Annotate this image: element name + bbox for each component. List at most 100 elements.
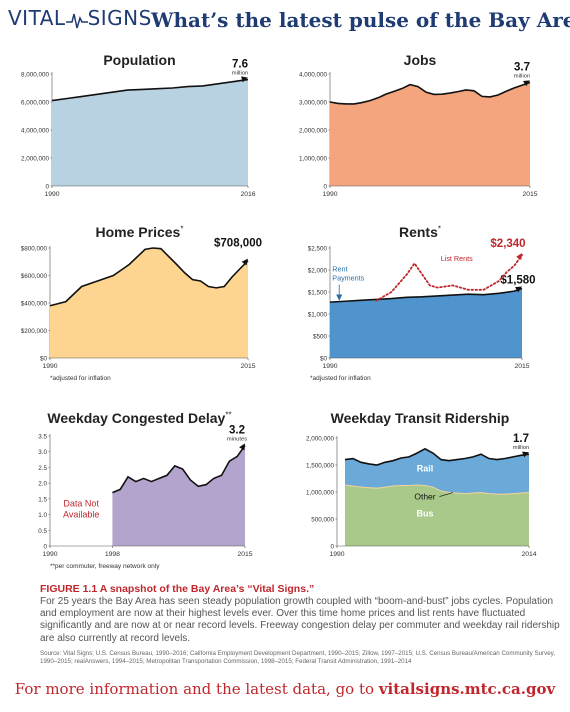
value-callout-unit: million	[513, 445, 529, 451]
heartbeat-icon	[65, 13, 88, 28]
panel-title-mark: *	[180, 224, 184, 234]
series-line	[112, 444, 246, 494]
panel-title-text: Weekday Transit Ridership	[330, 410, 510, 426]
y-tick-label: 3.0	[38, 449, 47, 456]
panel-footnote: *adjusted for inflation	[50, 375, 111, 382]
panel-home-prices: Home Prices* *adjusted for inflation $80…	[0, 222, 285, 392]
x-tick-label: 1998	[105, 551, 120, 558]
y-tick-label: 0	[330, 544, 334, 551]
caption-body: For 25 years the Bay Area has seen stead…	[40, 596, 560, 644]
y-tick-label: 1.0	[38, 512, 47, 519]
y-tick-label: $0	[40, 356, 48, 363]
caption-title: FIGURE 1.1 A snapshot of the Bay Area’s …	[40, 583, 315, 595]
panel-title: Population	[12, 52, 267, 68]
y-tick-label: 2,000,000	[306, 436, 335, 443]
x-tick-label: 1990	[42, 363, 57, 370]
y-tick-label: 1,500,000	[306, 463, 335, 470]
area-fill	[50, 248, 248, 358]
chart-jobs: 4,000,000 3,000,000 2,000,000 1,000,000 0199…	[299, 61, 538, 198]
note-text: Data Not	[63, 499, 99, 509]
series-line	[329, 81, 531, 105]
y-tick-label: 500,000	[311, 517, 334, 524]
headline: What’s the latest pulse of the Bay Area?	[151, 8, 570, 32]
x-tick-label: 1990	[322, 191, 337, 198]
area-fill	[112, 445, 246, 546]
end-arrow	[522, 451, 529, 458]
panel-title-text: Rents	[398, 224, 438, 240]
value-callout: 7.6	[232, 59, 248, 71]
panel-title: Rents*	[285, 224, 555, 240]
panel-title: Home Prices*	[12, 224, 267, 240]
x-tick-label: 2015	[522, 191, 537, 198]
series-label-rail: Rail	[417, 463, 434, 473]
panel-transit-ridership: Weekday Transit Ridership 2,000,000 1,500…	[285, 400, 570, 570]
panel-title-mark: **	[225, 410, 232, 420]
footer-text: For more information and the latest data…	[14, 680, 379, 698]
header: VITAL SIGNS What’s the latest pulse of th…	[0, 0, 570, 46]
x-tick-label: 2016	[240, 191, 255, 198]
figure-caption: FIGURE 1.1 A snapshot of the Bay Area’s …	[40, 583, 560, 667]
y-tick-label: $500	[313, 334, 328, 341]
footer-link[interactable]: vitalsigns.mtc.ca.gov	[378, 680, 556, 698]
y-tick-label: 1.5	[38, 496, 47, 503]
panel-title-text: Home Prices	[95, 224, 181, 240]
chart-population: 8,000,000 6,000,000 4,000,000 2,000,000 0199…	[21, 59, 256, 198]
y-tick-label: 4,000,000	[299, 72, 328, 79]
y-tick-label: $1,500	[308, 290, 328, 297]
end-arrow	[241, 258, 248, 266]
y-tick-label: 2.0	[38, 481, 47, 488]
y-tick-label: $200,000	[21, 328, 48, 335]
end-arrow	[515, 286, 522, 293]
x-tick-label: 2015	[237, 551, 252, 558]
y-tick-label: 6,000,000	[21, 100, 50, 107]
value-callout: 3.7	[514, 61, 530, 73]
panel-title-text: Population	[103, 52, 176, 68]
panel-population: Population 8,000,000 6,000,000 4,000,000 2,…	[0, 48, 285, 218]
logo-text-left: VITAL	[8, 6, 66, 30]
series-label-rent-payments-2: Payments	[332, 274, 364, 283]
y-tick-label: 3.5	[38, 434, 47, 441]
y-tick-label: 1,000,000	[299, 156, 328, 163]
area-bus	[345, 485, 529, 546]
y-tick-label: 0	[43, 544, 47, 551]
y-tick-label: $800,000	[21, 246, 48, 253]
area-fill	[52, 79, 248, 186]
series-line	[51, 78, 249, 102]
value-callout-unit: million	[514, 73, 530, 79]
y-tick-label: 0.5	[38, 528, 47, 535]
y-tick-label: $400,000	[21, 301, 48, 308]
x-tick-label: 2015	[240, 363, 255, 370]
y-tick-label: 2.5	[38, 465, 47, 472]
y-tick-label: 2,000,000	[299, 128, 328, 135]
end-arrow	[239, 443, 245, 451]
x-tick-label: 1990	[44, 191, 59, 198]
series-line-list-rents	[375, 254, 523, 302]
logo-text-right: SIGNS	[87, 6, 152, 30]
list-rents-arrow	[516, 253, 522, 261]
panel-title-mark: *	[437, 224, 442, 234]
value-callout: 1.7	[513, 433, 529, 445]
rent-payments-arrow	[336, 294, 343, 301]
caption-source: Source: Vital Signs; U.S. Census Bureau,…	[40, 649, 555, 666]
x-tick-label: 1990	[322, 363, 337, 370]
y-tick-label: $0	[320, 356, 328, 363]
x-tick-label: 1990	[42, 551, 57, 558]
value-callout: 3.2	[229, 424, 245, 436]
panel-jobs: Jobs 4,000,000 3,000,000 2,000,000 1,000,00…	[285, 48, 570, 218]
y-tick-label: $2,500	[308, 246, 328, 253]
panel-title: Weekday Congested Delay**	[12, 410, 267, 426]
vital-signs-logo: VITAL SIGNS	[8, 6, 152, 30]
y-tick-label: $2,000	[308, 268, 328, 275]
end-arrow	[523, 80, 530, 87]
series-label-bus: Bus	[416, 508, 433, 518]
panel-rents: Rents* *adjusted for inflation $2,500 $2,…	[285, 222, 570, 392]
value-callout-unit: million	[232, 71, 248, 77]
value-callout-unit: minutes	[227, 436, 247, 442]
panel-title: Jobs	[285, 52, 555, 68]
series-label-list-rents: List Rents	[441, 254, 473, 263]
footer: For more information and the latest data…	[0, 680, 570, 698]
y-tick-label: 1,000,000	[306, 490, 335, 497]
series-label-other: Other	[414, 492, 435, 502]
